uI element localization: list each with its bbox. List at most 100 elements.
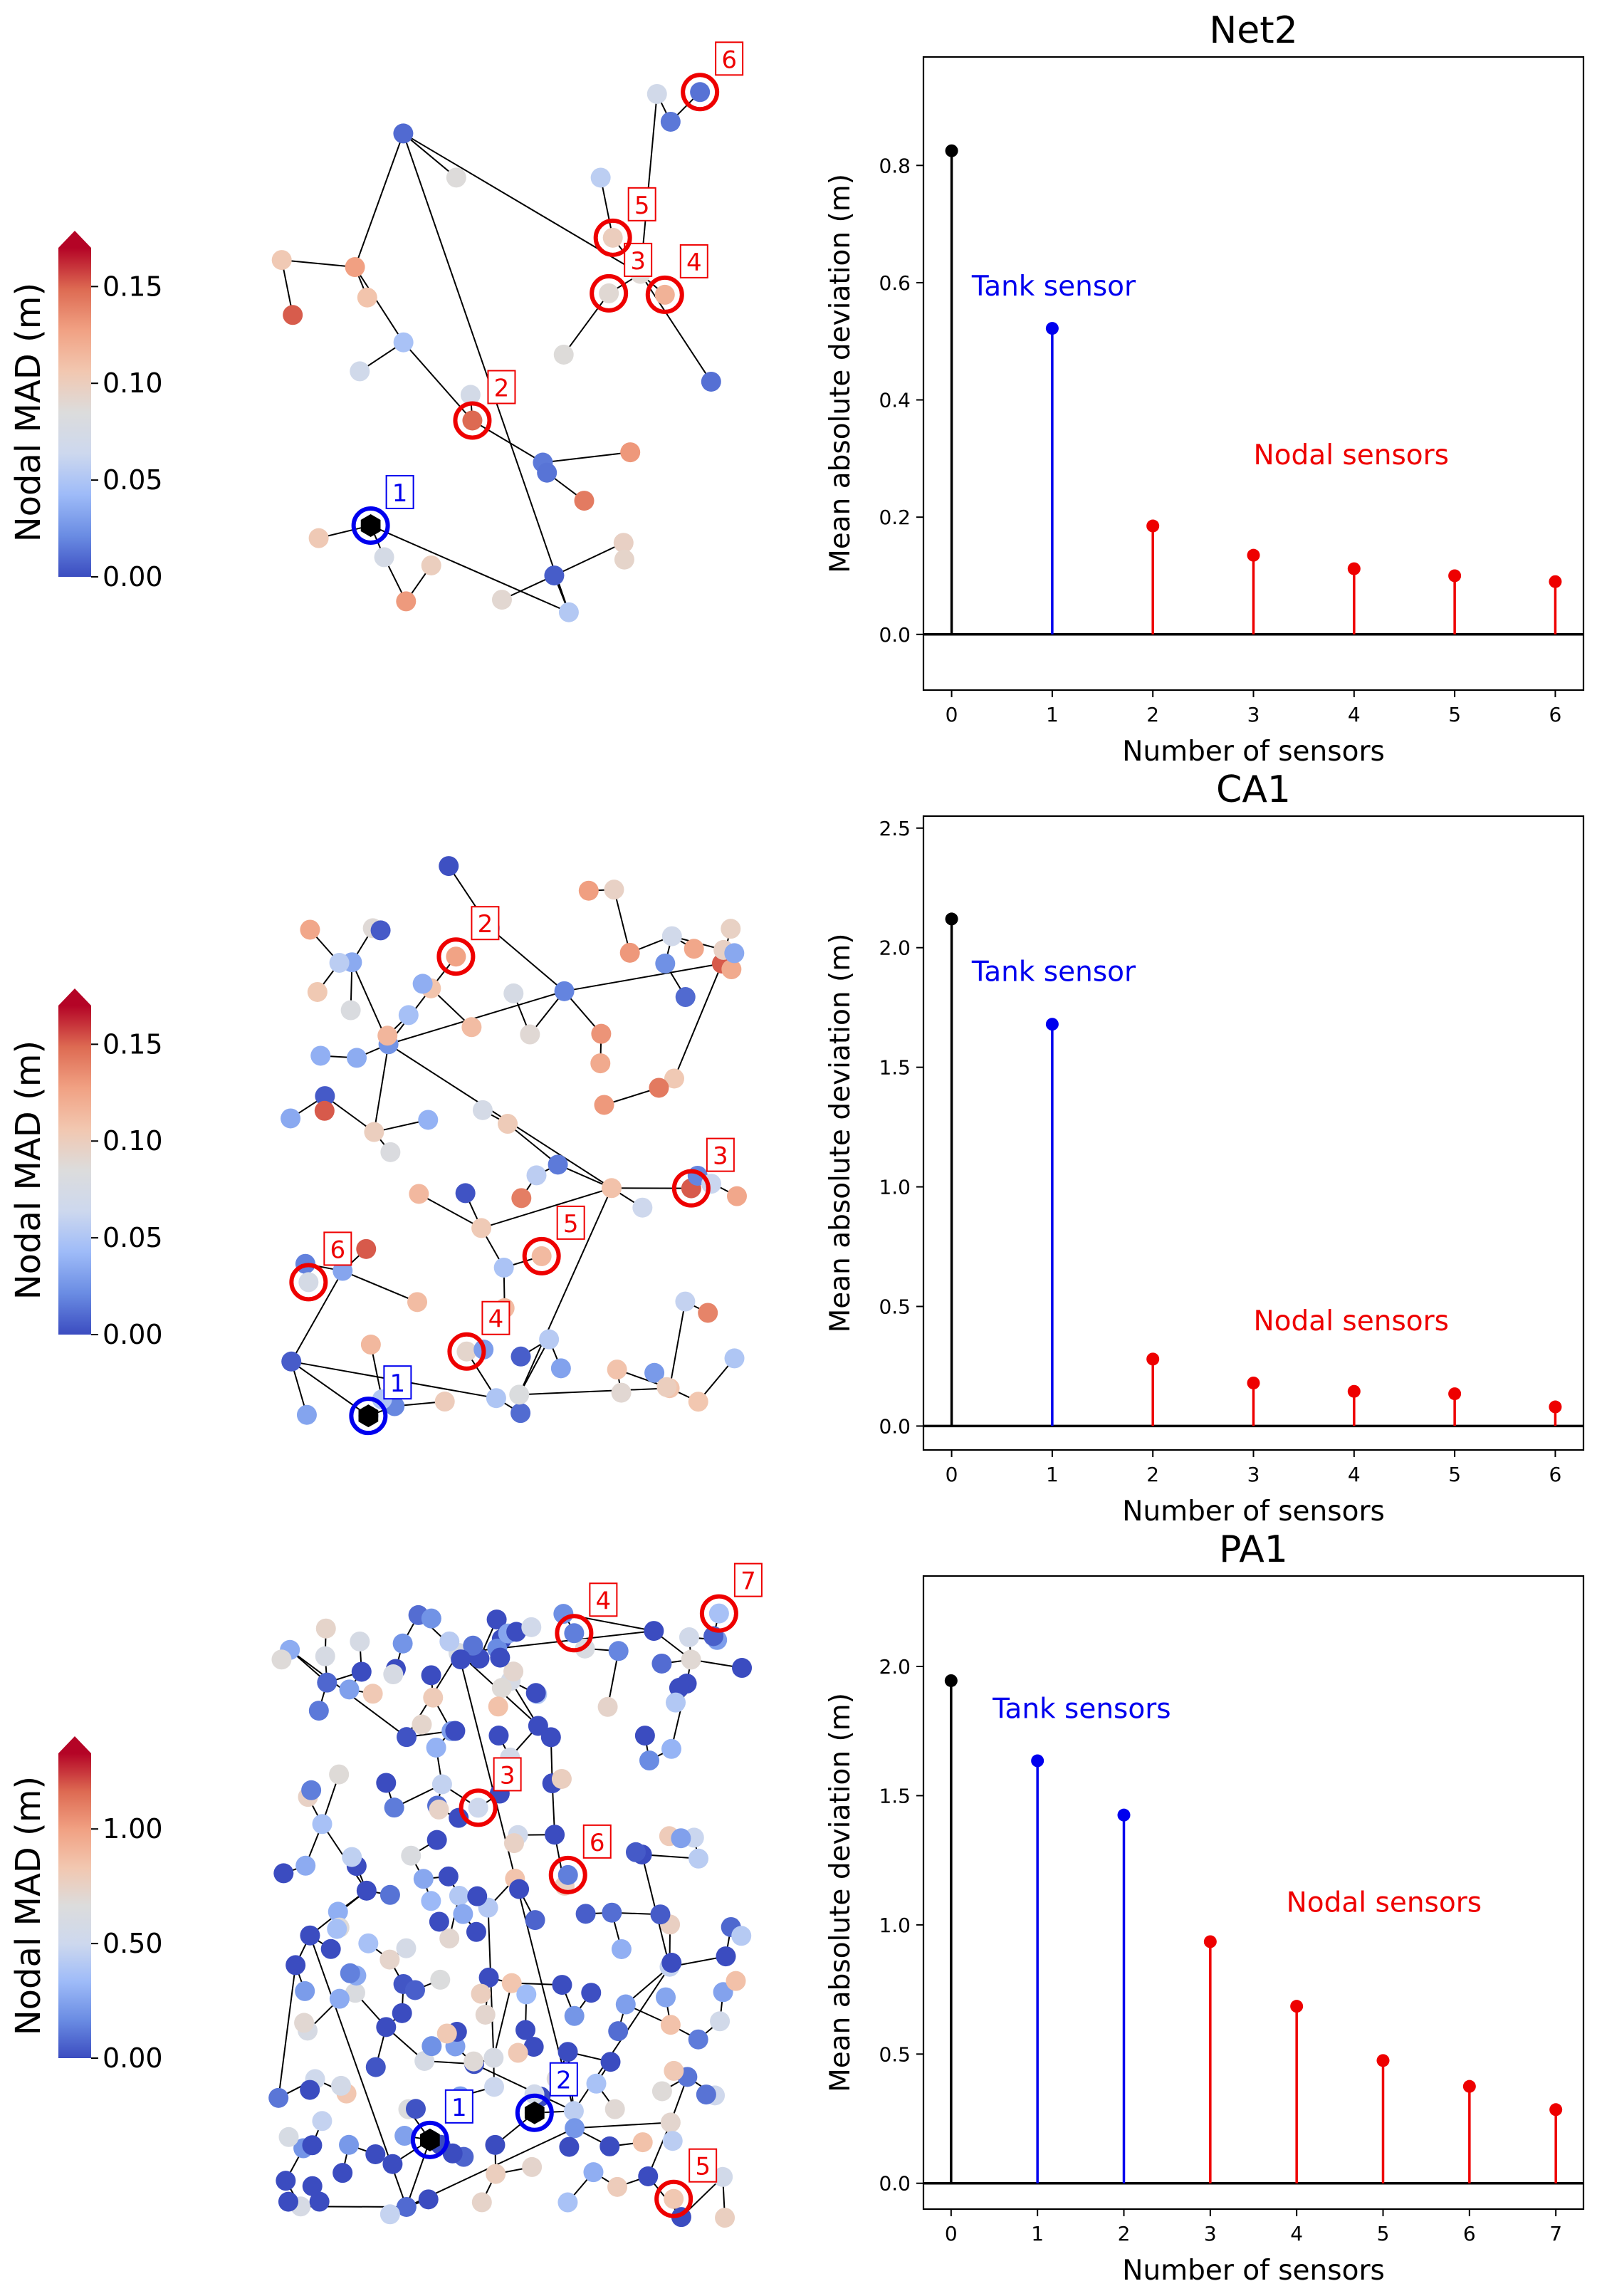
network-node bbox=[412, 1714, 432, 1735]
network-node bbox=[509, 1879, 530, 1899]
x-tick-label: 5 bbox=[1377, 2222, 1390, 2245]
stem-marker bbox=[1045, 322, 1059, 335]
y-tick-label: 2.0 bbox=[879, 1655, 911, 1679]
network-node bbox=[357, 287, 377, 308]
stem-marker bbox=[1448, 569, 1462, 583]
network-node bbox=[522, 2156, 543, 2177]
network-node bbox=[405, 2099, 426, 2119]
network-node bbox=[439, 1928, 460, 1948]
sensor-label: 4 bbox=[596, 1587, 612, 1615]
network-map-net2: 0.00 0.05 0.10 0.15 Nodal MAD (m) 1 2 3 4 5 6 bbox=[9, 41, 744, 622]
network-node bbox=[590, 1053, 611, 1074]
network-node bbox=[377, 1026, 398, 1046]
stem-plots: Net2 0.0 0.2 0.4 0.6 0.8 0 1 2 3 4 5 6 Number of sens… bbox=[824, 9, 1585, 2287]
x-axis-label: Number of sensors bbox=[1122, 1496, 1385, 1528]
sensor-label-box bbox=[487, 370, 516, 405]
network-node bbox=[708, 1603, 729, 1624]
network-node bbox=[486, 2164, 506, 2184]
network-node bbox=[726, 1971, 746, 1991]
network-node bbox=[315, 1618, 336, 1639]
network-edge bbox=[281, 259, 355, 268]
network-node bbox=[302, 2176, 323, 2196]
network-node bbox=[276, 2171, 296, 2191]
network-node bbox=[271, 1649, 292, 1670]
sensor-label: 2 bbox=[494, 374, 510, 402]
network-node bbox=[488, 1726, 509, 1746]
network-node bbox=[485, 2134, 506, 2155]
network-edge bbox=[388, 1043, 612, 1189]
network-node bbox=[597, 1696, 618, 1717]
network-node bbox=[526, 1165, 547, 1186]
network-node bbox=[493, 1257, 514, 1278]
network-node bbox=[574, 491, 595, 511]
network-node bbox=[710, 2011, 731, 2032]
network-node bbox=[661, 1953, 682, 1973]
network-node bbox=[439, 1631, 460, 1651]
network-node bbox=[365, 2057, 386, 2077]
network-node bbox=[661, 926, 682, 946]
y-axis-label: Mean absolute deviation (m) bbox=[824, 174, 857, 573]
x-tick-label: 2 bbox=[1146, 703, 1159, 726]
y-tick-label: 0.0 bbox=[879, 623, 911, 647]
colorbar-tick-label: 0.15 bbox=[103, 1028, 163, 1060]
network-node bbox=[594, 1095, 614, 1115]
network-node bbox=[664, 2188, 684, 2209]
colorbar-label: Nodal MAD (m) bbox=[9, 283, 48, 542]
y-tick-label: 0.0 bbox=[879, 2172, 911, 2196]
sensor-markers: 1 2 3 4 5 6 bbox=[289, 906, 735, 1436]
sensor-label-box bbox=[733, 1562, 763, 1597]
network-node bbox=[358, 1933, 379, 1953]
network-node bbox=[475, 2004, 496, 2025]
network-node bbox=[461, 1017, 482, 1038]
network-node bbox=[515, 2020, 536, 2040]
network-edge bbox=[562, 293, 609, 355]
y-tick-label: 0.5 bbox=[879, 1295, 911, 1318]
network-node bbox=[362, 1684, 383, 1704]
network-node bbox=[364, 1122, 384, 1142]
network-node bbox=[418, 2189, 439, 2210]
network-nodes bbox=[268, 1603, 753, 2228]
annotation-tank: Tank sensor bbox=[971, 956, 1136, 988]
network-node bbox=[614, 549, 634, 570]
network-node bbox=[468, 1797, 488, 1818]
network-node bbox=[466, 1921, 486, 1942]
network-node bbox=[340, 1000, 361, 1021]
x-tick-label: 0 bbox=[946, 703, 958, 726]
network-node bbox=[296, 1404, 317, 1425]
network-node bbox=[397, 1727, 417, 1748]
network-node bbox=[604, 880, 624, 900]
network-edge bbox=[354, 266, 404, 343]
network-edge bbox=[543, 452, 631, 464]
network-node bbox=[724, 1348, 745, 1369]
network-node bbox=[295, 1855, 316, 1876]
sensor-markers: 1 2 3 4 5 6 7 bbox=[410, 1562, 763, 2218]
sensor-markers: 1 2 3 4 5 6 bbox=[351, 41, 744, 545]
sensor-label: 6 bbox=[721, 46, 737, 74]
network-node bbox=[407, 1292, 428, 1313]
network-node bbox=[679, 1627, 699, 1647]
tank-marker bbox=[419, 2128, 440, 2151]
network-node bbox=[312, 2111, 333, 2131]
network-node bbox=[331, 2075, 352, 2096]
network-node bbox=[384, 1797, 404, 1818]
network-node bbox=[602, 227, 623, 248]
sensor-label-box bbox=[444, 2089, 473, 2124]
network-node bbox=[611, 1938, 632, 1959]
network-node bbox=[563, 2101, 584, 2122]
network-node bbox=[421, 555, 441, 575]
network-node bbox=[486, 1388, 506, 1409]
network-node bbox=[491, 590, 512, 610]
network-node bbox=[551, 1768, 572, 1789]
stem-marker bbox=[1549, 2103, 1563, 2117]
x-tick-label: 5 bbox=[1448, 703, 1461, 726]
network-edge bbox=[278, 1965, 297, 2098]
network-node bbox=[281, 1351, 302, 1372]
network-node bbox=[564, 1623, 585, 1644]
network-edge bbox=[613, 889, 631, 954]
network-edges bbox=[290, 865, 738, 1417]
sensor-ring bbox=[671, 1169, 711, 1208]
network-node bbox=[404, 1980, 425, 2000]
network-node bbox=[467, 1886, 488, 1906]
network-node bbox=[690, 82, 711, 103]
network-node bbox=[488, 1696, 508, 1717]
